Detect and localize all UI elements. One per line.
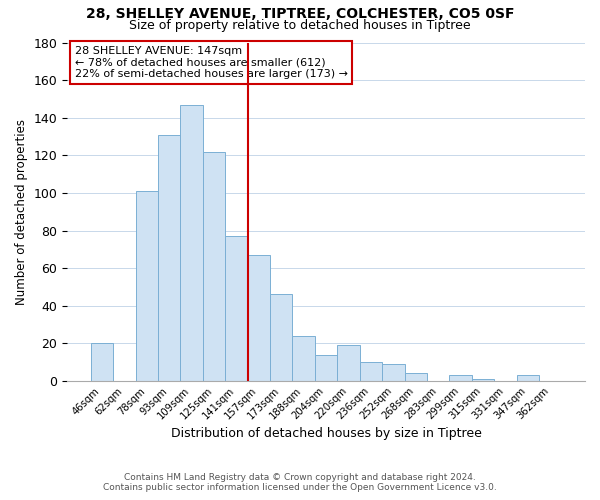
Bar <box>315 354 337 381</box>
Bar <box>158 134 181 381</box>
Bar <box>292 336 315 381</box>
Bar <box>382 364 404 381</box>
Text: 28 SHELLEY AVENUE: 147sqm
← 78% of detached houses are smaller (612)
22% of semi: 28 SHELLEY AVENUE: 147sqm ← 78% of detac… <box>75 46 348 79</box>
Bar <box>136 191 158 381</box>
Bar <box>360 362 382 381</box>
Bar <box>449 376 472 381</box>
Bar <box>203 152 225 381</box>
Bar <box>337 345 360 381</box>
Text: 28, SHELLEY AVENUE, TIPTREE, COLCHESTER, CO5 0SF: 28, SHELLEY AVENUE, TIPTREE, COLCHESTER,… <box>86 8 514 22</box>
Bar <box>91 344 113 381</box>
Bar <box>517 376 539 381</box>
Bar <box>181 104 203 381</box>
Bar <box>404 374 427 381</box>
Bar <box>225 236 248 381</box>
Text: Contains HM Land Registry data © Crown copyright and database right 2024.
Contai: Contains HM Land Registry data © Crown c… <box>103 473 497 492</box>
X-axis label: Distribution of detached houses by size in Tiptree: Distribution of detached houses by size … <box>170 427 482 440</box>
Bar <box>270 294 292 381</box>
Bar <box>472 379 494 381</box>
Bar <box>248 255 270 381</box>
Y-axis label: Number of detached properties: Number of detached properties <box>15 118 28 304</box>
Text: Size of property relative to detached houses in Tiptree: Size of property relative to detached ho… <box>129 19 471 32</box>
